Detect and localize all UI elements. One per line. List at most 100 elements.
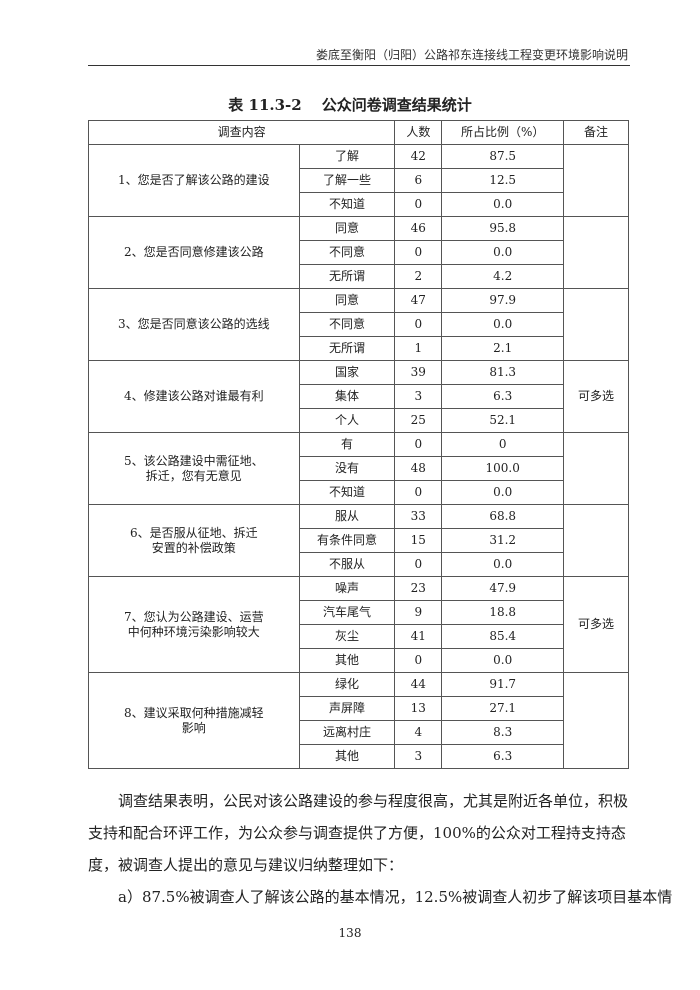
- count-cell: 0: [394, 312, 443, 337]
- count-cell: 48: [394, 456, 443, 481]
- question-cell: 2、您是否同意修建该公路: [88, 216, 300, 289]
- table-row: 3、您是否同意该公路的选线 同意 47 97.9: [88, 288, 629, 361]
- percent-cell: 2.1: [441, 336, 565, 361]
- count-cell: 2: [394, 264, 443, 289]
- col-header-content: 调查内容: [87, 120, 396, 145]
- count-cell: 44: [394, 672, 443, 697]
- percent-cell: 95.8: [441, 216, 565, 241]
- note-cell: [563, 504, 629, 577]
- option-cell: 绿化: [298, 672, 396, 697]
- note-cell: [563, 288, 629, 361]
- count-cell: 46: [394, 216, 443, 241]
- percent-cell: 18.8: [441, 600, 565, 625]
- table-row: 不知道 0 0.0: [89, 480, 629, 505]
- col-header-count: 人数: [394, 120, 443, 145]
- table-row: 其他 0 0.0: [89, 648, 629, 673]
- header-rule: [88, 65, 630, 66]
- note-cell: [563, 672, 629, 769]
- percent-cell: 27.1: [441, 696, 565, 721]
- table-row: 无所谓 2 4.2: [89, 264, 629, 289]
- paragraph-summary: 调查结果表明，公民对该公路建设的参与程度很高，尤其是附近各单位，积极支持和配合环…: [88, 792, 629, 874]
- option-cell: 有条件同意: [298, 528, 396, 553]
- percent-cell: 85.4: [441, 624, 565, 649]
- option-cell: 同意: [298, 216, 396, 241]
- note-cell: 可多选: [563, 576, 629, 673]
- table-row: 灰尘 41 85.4: [89, 624, 629, 649]
- option-cell: 噪声: [298, 576, 396, 601]
- percent-cell: 8.3: [441, 720, 565, 745]
- percent-cell: 12.5: [441, 168, 565, 193]
- table-title: 表 11.3-2 公众问卷调查结果统计: [0, 94, 700, 115]
- count-cell: 3: [394, 744, 443, 769]
- count-cell: 13: [394, 696, 443, 721]
- percent-cell: 6.3: [441, 744, 565, 769]
- paragraph-item-a: a）87.5%被调查人了解该公路的基本情况，12.5%被调查人初步了解该项目基本…: [118, 888, 673, 906]
- option-cell: 声屏障: [298, 696, 396, 721]
- question-cell: 5、该公路建设中需征地、 拆迁，您有无意见: [88, 432, 300, 505]
- option-cell: 其他: [298, 744, 396, 769]
- percent-cell: 0: [441, 432, 565, 457]
- percent-cell: 0.0: [441, 192, 565, 217]
- count-cell: 1: [394, 336, 443, 361]
- percent-cell: 0.0: [441, 480, 565, 505]
- table-number: 表 11.3-2: [228, 96, 302, 114]
- table-row: 6、是否服从征地、拆迁 安置的补偿政策 服从 33 68.8: [88, 504, 629, 577]
- question-cell: 4、修建该公路对谁最有利: [88, 360, 300, 433]
- option-cell: 服从: [298, 504, 396, 529]
- table-row: 其他 3 6.3: [89, 744, 629, 769]
- percent-cell: 31.2: [441, 528, 565, 553]
- option-cell: 个人: [298, 408, 396, 433]
- table-row: 了解一些 6 12.5: [89, 168, 629, 193]
- percent-cell: 97.9: [441, 288, 565, 313]
- count-cell: 0: [394, 552, 443, 577]
- percent-cell: 91.7: [441, 672, 565, 697]
- table-row: 7、您认为公路建设、运营 中何种环境污染影响较大 噪声 23 47.9 可多选: [88, 576, 629, 673]
- percent-cell: 0.0: [441, 552, 565, 577]
- percent-cell: 6.3: [441, 384, 565, 409]
- question-cell: 8、建议采取何种措施减轻 影响: [88, 672, 300, 769]
- count-cell: 39: [394, 360, 443, 385]
- count-cell: 25: [394, 408, 443, 433]
- option-cell: 汽车尾气: [298, 600, 396, 625]
- option-cell: 其他: [298, 648, 396, 673]
- percent-cell: 0.0: [441, 648, 565, 673]
- option-cell: 集体: [298, 384, 396, 409]
- count-cell: 3: [394, 384, 443, 409]
- question-cell: 1、您是否了解该公路的建设: [88, 144, 300, 217]
- table-row: 2、您是否同意修建该公路 同意 46 95.8: [88, 216, 629, 289]
- option-cell: 不同意: [298, 312, 396, 337]
- percent-cell: 47.9: [441, 576, 565, 601]
- count-cell: 0: [394, 432, 443, 457]
- count-cell: 41: [394, 624, 443, 649]
- table-row: 不服从 0 0.0: [89, 552, 629, 577]
- count-cell: 23: [394, 576, 443, 601]
- count-cell: 6: [394, 168, 443, 193]
- count-cell: 0: [394, 192, 443, 217]
- table-row: 没有 48 100.0: [89, 456, 629, 481]
- count-cell: 33: [394, 504, 443, 529]
- option-cell: 不知道: [298, 192, 396, 217]
- percent-cell: 100.0: [441, 456, 565, 481]
- col-header-percent: 所占比例（%）: [441, 120, 565, 145]
- col-header-note: 备注: [563, 120, 629, 145]
- option-cell: 了解: [298, 144, 396, 169]
- running-header: 娄底至衡阳（归阳）公路祁东连接线工程变更环境影响说明: [315, 48, 628, 62]
- option-cell: 灰尘: [298, 624, 396, 649]
- table-row: 1、您是否了解该公路的建设 了解 42 87.5: [88, 144, 629, 217]
- option-cell: 无所谓: [298, 264, 396, 289]
- table-row: 不同意 0 0.0: [89, 312, 629, 337]
- option-cell: 没有: [298, 456, 396, 481]
- option-cell: 不知道: [298, 480, 396, 505]
- note-cell: [563, 144, 629, 217]
- option-cell: 了解一些: [298, 168, 396, 193]
- percent-cell: 87.5: [441, 144, 565, 169]
- count-cell: 0: [394, 240, 443, 265]
- table-row: 远离村庄 4 8.3: [89, 720, 629, 745]
- table-row: 集体 3 6.3: [89, 384, 629, 409]
- question-cell: 7、您认为公路建设、运营 中何种环境污染影响较大: [88, 576, 300, 673]
- note-cell: [563, 432, 629, 505]
- note-cell: [563, 216, 629, 289]
- percent-cell: 68.8: [441, 504, 565, 529]
- count-cell: 47: [394, 288, 443, 313]
